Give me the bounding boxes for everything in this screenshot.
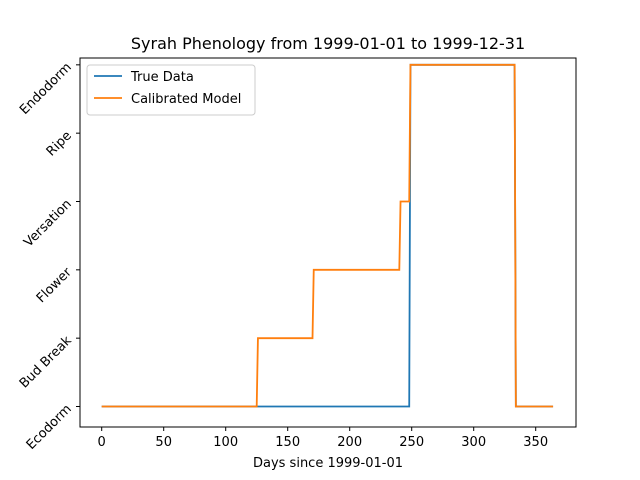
x-axis-label: Days since 1999-01-01	[253, 456, 403, 471]
x-ticks: 0 50 100 150 200 250 300 350	[98, 427, 548, 450]
x-tick-label: 150	[275, 435, 300, 450]
x-tick-label: 200	[337, 435, 362, 450]
series-layer	[101, 63, 554, 408]
legend: True Data Calibrated Model	[86, 64, 256, 116]
x-tick-label: 50	[155, 435, 172, 450]
x-tick-label: 100	[213, 435, 238, 450]
legend-label: True Data	[130, 70, 194, 85]
legend-label: Calibrated Model	[131, 92, 241, 107]
plot-frame	[79, 57, 577, 428]
legend-box	[86, 64, 256, 116]
x-tick-label: 0	[98, 435, 106, 450]
x-tick-label: 350	[523, 435, 548, 450]
x-tick-label: 300	[461, 435, 486, 450]
series-line-calibrated-model	[101, 63, 554, 408]
plot-area	[80, 58, 576, 427]
chart-title: Syrah Phenology from 1999-01-01 to 1999-…	[131, 34, 525, 53]
x-tick-label: 250	[399, 435, 424, 450]
